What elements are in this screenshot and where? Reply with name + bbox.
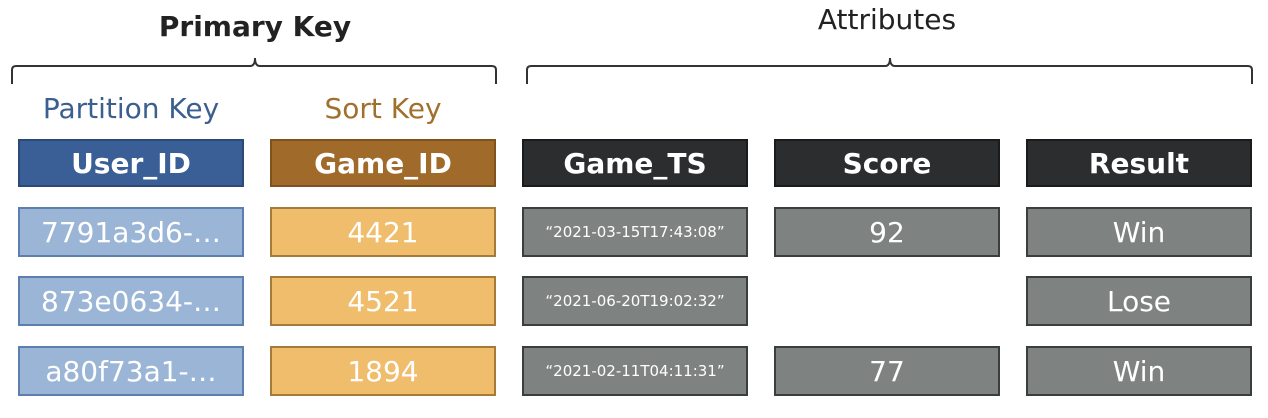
row1-game-id: 4421 (270, 207, 496, 257)
primary-key-brace (11, 57, 497, 84)
row3-result: Win (1026, 346, 1252, 396)
header-user-id: User_ID (18, 139, 244, 187)
row2-game-ts: “2021-06-20T19:02:32” (522, 276, 748, 326)
partition-key-label: Partition Key (42, 92, 220, 125)
header-game-ts: Game_TS (522, 139, 748, 187)
row1-game-ts: “2021-03-15T17:43:08” (522, 207, 748, 257)
header-result: Result (1026, 139, 1252, 187)
row3-user-id: a80f73a1-… (18, 346, 244, 396)
row2-game-id: 4521 (270, 276, 496, 326)
sort-key-label: Sort Key (324, 92, 442, 125)
row1-result: Win (1026, 207, 1252, 257)
row3-game-id: 1894 (270, 346, 496, 396)
attributes-title: Attributes (817, 3, 957, 36)
row1-score: 92 (774, 207, 1000, 257)
row3-score: 77 (774, 346, 1000, 396)
primary-key-title: Primary Key (158, 10, 352, 43)
header-score: Score (774, 139, 1000, 187)
header-game-id: Game_ID (270, 139, 496, 187)
attributes-brace (526, 57, 1253, 84)
row2-user-id: 873e0634-… (18, 276, 244, 326)
row1-user-id: 7791a3d6-… (18, 207, 244, 257)
row2-result: Lose (1026, 276, 1252, 326)
row3-game-ts: “2021-02-11T04:11:31” (522, 346, 748, 396)
